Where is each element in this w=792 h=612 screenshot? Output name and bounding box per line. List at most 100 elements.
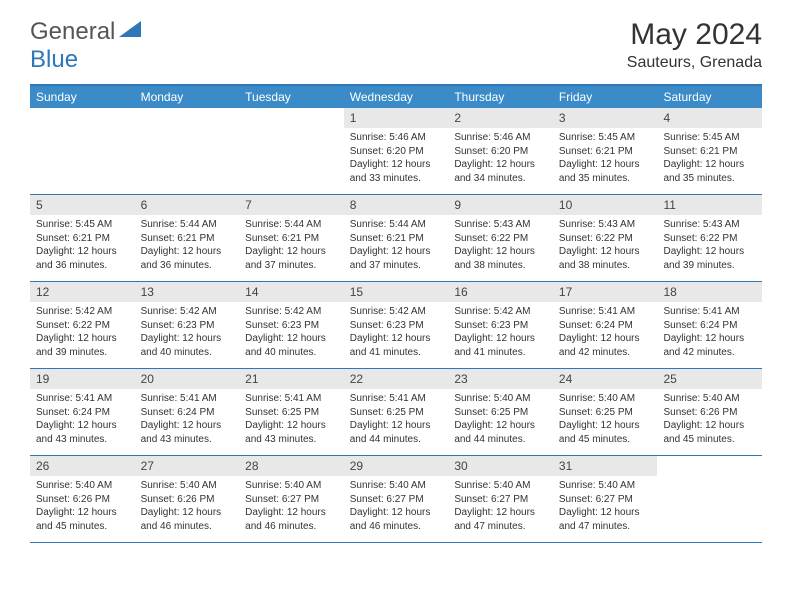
day-number: 23 <box>448 369 553 389</box>
weekday-header: Saturday <box>657 86 762 108</box>
weekday-header: Monday <box>135 86 240 108</box>
day-cell: 23Sunrise: 5:40 AMSunset: 6:25 PMDayligh… <box>448 369 553 455</box>
day-cell <box>239 108 344 194</box>
day-info: Sunrise: 5:41 AMSunset: 6:25 PMDaylight:… <box>344 389 449 451</box>
day-info: Sunrise: 5:43 AMSunset: 6:22 PMDaylight:… <box>448 215 553 277</box>
day-info: Sunrise: 5:42 AMSunset: 6:23 PMDaylight:… <box>135 302 240 364</box>
logo-triangle-icon <box>119 21 141 44</box>
day-number: 30 <box>448 456 553 476</box>
day-info: Sunrise: 5:40 AMSunset: 6:26 PMDaylight:… <box>135 476 240 538</box>
weekday-header: Thursday <box>448 86 553 108</box>
day-cell: 29Sunrise: 5:40 AMSunset: 6:27 PMDayligh… <box>344 456 449 542</box>
logo-text-general: General <box>30 18 115 46</box>
day-info: Sunrise: 5:40 AMSunset: 6:27 PMDaylight:… <box>344 476 449 538</box>
day-cell: 22Sunrise: 5:41 AMSunset: 6:25 PMDayligh… <box>344 369 449 455</box>
week-row: 12Sunrise: 5:42 AMSunset: 6:22 PMDayligh… <box>30 282 762 369</box>
weekday-row: SundayMondayTuesdayWednesdayThursdayFrid… <box>30 86 762 108</box>
logo-text-blue: Blue <box>30 46 78 73</box>
day-number: 13 <box>135 282 240 302</box>
day-number: 27 <box>135 456 240 476</box>
day-cell: 19Sunrise: 5:41 AMSunset: 6:24 PMDayligh… <box>30 369 135 455</box>
day-cell: 18Sunrise: 5:41 AMSunset: 6:24 PMDayligh… <box>657 282 762 368</box>
day-number: 5 <box>30 195 135 215</box>
day-number: 12 <box>30 282 135 302</box>
day-cell: 15Sunrise: 5:42 AMSunset: 6:23 PMDayligh… <box>344 282 449 368</box>
day-info: Sunrise: 5:42 AMSunset: 6:22 PMDaylight:… <box>30 302 135 364</box>
day-info: Sunrise: 5:42 AMSunset: 6:23 PMDaylight:… <box>448 302 553 364</box>
day-cell: 2Sunrise: 5:46 AMSunset: 6:20 PMDaylight… <box>448 108 553 194</box>
title-block: May 2024 Sauteurs, Grenada <box>627 18 762 72</box>
week-row: 19Sunrise: 5:41 AMSunset: 6:24 PMDayligh… <box>30 369 762 456</box>
day-cell: 1Sunrise: 5:46 AMSunset: 6:20 PMDaylight… <box>344 108 449 194</box>
day-cell: 27Sunrise: 5:40 AMSunset: 6:26 PMDayligh… <box>135 456 240 542</box>
day-info: Sunrise: 5:40 AMSunset: 6:26 PMDaylight:… <box>30 476 135 538</box>
weekday-header: Sunday <box>30 86 135 108</box>
day-cell: 7Sunrise: 5:44 AMSunset: 6:21 PMDaylight… <box>239 195 344 281</box>
day-info: Sunrise: 5:43 AMSunset: 6:22 PMDaylight:… <box>553 215 658 277</box>
month-title: May 2024 <box>627 18 762 52</box>
day-info: Sunrise: 5:42 AMSunset: 6:23 PMDaylight:… <box>344 302 449 364</box>
day-number: 2 <box>448 108 553 128</box>
weekday-header: Friday <box>553 86 658 108</box>
day-cell: 12Sunrise: 5:42 AMSunset: 6:22 PMDayligh… <box>30 282 135 368</box>
day-cell: 16Sunrise: 5:42 AMSunset: 6:23 PMDayligh… <box>448 282 553 368</box>
weeks-container: 1Sunrise: 5:46 AMSunset: 6:20 PMDaylight… <box>30 108 762 543</box>
day-info: Sunrise: 5:45 AMSunset: 6:21 PMDaylight:… <box>657 128 762 190</box>
day-number: 25 <box>657 369 762 389</box>
day-info: Sunrise: 5:43 AMSunset: 6:22 PMDaylight:… <box>657 215 762 277</box>
day-number: 8 <box>344 195 449 215</box>
day-info: Sunrise: 5:46 AMSunset: 6:20 PMDaylight:… <box>448 128 553 190</box>
day-cell: 31Sunrise: 5:40 AMSunset: 6:27 PMDayligh… <box>553 456 658 542</box>
day-info: Sunrise: 5:41 AMSunset: 6:25 PMDaylight:… <box>239 389 344 451</box>
day-number: 16 <box>448 282 553 302</box>
day-number: 31 <box>553 456 658 476</box>
day-info: Sunrise: 5:41 AMSunset: 6:24 PMDaylight:… <box>30 389 135 451</box>
day-number: 17 <box>553 282 658 302</box>
day-number: 19 <box>30 369 135 389</box>
day-number: 20 <box>135 369 240 389</box>
weekday-header: Tuesday <box>239 86 344 108</box>
day-number: 26 <box>30 456 135 476</box>
day-info: Sunrise: 5:42 AMSunset: 6:23 PMDaylight:… <box>239 302 344 364</box>
day-number: 10 <box>553 195 658 215</box>
day-info: Sunrise: 5:40 AMSunset: 6:25 PMDaylight:… <box>448 389 553 451</box>
day-cell: 10Sunrise: 5:43 AMSunset: 6:22 PMDayligh… <box>553 195 658 281</box>
week-row: 5Sunrise: 5:45 AMSunset: 6:21 PMDaylight… <box>30 195 762 282</box>
day-info: Sunrise: 5:44 AMSunset: 6:21 PMDaylight:… <box>135 215 240 277</box>
weekday-header: Wednesday <box>344 86 449 108</box>
day-number: 15 <box>344 282 449 302</box>
day-number: 22 <box>344 369 449 389</box>
day-info: Sunrise: 5:41 AMSunset: 6:24 PMDaylight:… <box>657 302 762 364</box>
day-cell: 14Sunrise: 5:42 AMSunset: 6:23 PMDayligh… <box>239 282 344 368</box>
day-number: 24 <box>553 369 658 389</box>
day-info: Sunrise: 5:40 AMSunset: 6:27 PMDaylight:… <box>448 476 553 538</box>
day-cell: 24Sunrise: 5:40 AMSunset: 6:25 PMDayligh… <box>553 369 658 455</box>
day-cell: 6Sunrise: 5:44 AMSunset: 6:21 PMDaylight… <box>135 195 240 281</box>
day-cell: 26Sunrise: 5:40 AMSunset: 6:26 PMDayligh… <box>30 456 135 542</box>
day-number: 11 <box>657 195 762 215</box>
day-info: Sunrise: 5:41 AMSunset: 6:24 PMDaylight:… <box>553 302 658 364</box>
day-cell: 3Sunrise: 5:45 AMSunset: 6:21 PMDaylight… <box>553 108 658 194</box>
calendar: SundayMondayTuesdayWednesdayThursdayFrid… <box>30 84 762 543</box>
day-cell: 13Sunrise: 5:42 AMSunset: 6:23 PMDayligh… <box>135 282 240 368</box>
logo-blue-wrap: Blue <box>30 46 78 74</box>
day-info: Sunrise: 5:45 AMSunset: 6:21 PMDaylight:… <box>553 128 658 190</box>
day-number: 9 <box>448 195 553 215</box>
day-info: Sunrise: 5:44 AMSunset: 6:21 PMDaylight:… <box>344 215 449 277</box>
day-number: 14 <box>239 282 344 302</box>
day-info: Sunrise: 5:40 AMSunset: 6:27 PMDaylight:… <box>239 476 344 538</box>
day-number: 3 <box>553 108 658 128</box>
day-number: 28 <box>239 456 344 476</box>
day-info: Sunrise: 5:46 AMSunset: 6:20 PMDaylight:… <box>344 128 449 190</box>
day-cell <box>135 108 240 194</box>
day-number: 1 <box>344 108 449 128</box>
day-cell: 9Sunrise: 5:43 AMSunset: 6:22 PMDaylight… <box>448 195 553 281</box>
day-cell: 21Sunrise: 5:41 AMSunset: 6:25 PMDayligh… <box>239 369 344 455</box>
day-info: Sunrise: 5:44 AMSunset: 6:21 PMDaylight:… <box>239 215 344 277</box>
day-number: 6 <box>135 195 240 215</box>
day-info: Sunrise: 5:40 AMSunset: 6:25 PMDaylight:… <box>553 389 658 451</box>
day-cell: 17Sunrise: 5:41 AMSunset: 6:24 PMDayligh… <box>553 282 658 368</box>
day-cell: 20Sunrise: 5:41 AMSunset: 6:24 PMDayligh… <box>135 369 240 455</box>
header: General May 2024 Sauteurs, Grenada <box>0 0 792 80</box>
day-cell <box>657 456 762 542</box>
